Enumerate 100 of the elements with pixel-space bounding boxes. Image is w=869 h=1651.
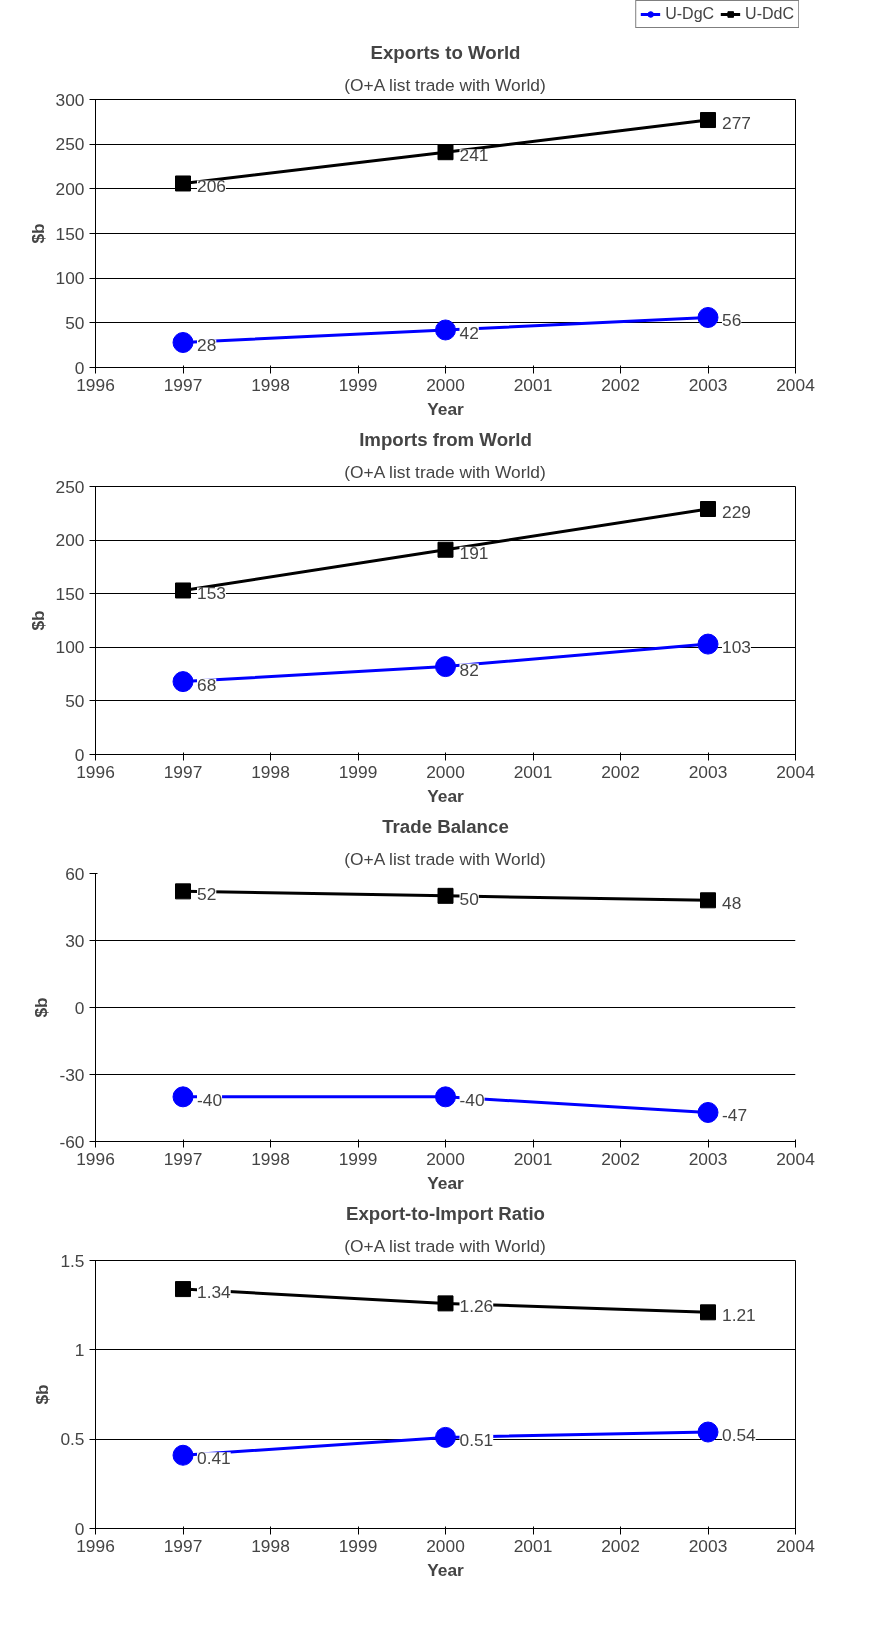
data-label: 1.21 [722, 1305, 756, 1326]
x-tick-label: 2003 [688, 1148, 728, 1169]
y-tick-label: 60 [65, 863, 85, 884]
data-label: 229 [722, 502, 751, 523]
x-tick-label: 1998 [251, 761, 290, 782]
data-label: -40 [459, 1089, 485, 1110]
y-tick-label: 30 [65, 930, 85, 951]
y-tick-label: -30 [59, 1064, 85, 1085]
x-tick-label: 1998 [251, 374, 290, 395]
x-tick-label: 1998 [251, 1535, 290, 1556]
data-label: 48 [722, 893, 742, 914]
y-tick-label: 1 [74, 1339, 85, 1360]
data-label: 52 [197, 884, 217, 905]
x-axis-title: Year [427, 1172, 465, 1193]
point [697, 306, 719, 328]
point [172, 671, 194, 693]
point [697, 1421, 719, 1443]
point [700, 501, 716, 518]
x-tick-label: 2000 [426, 1148, 465, 1169]
data-label: -40 [197, 1089, 223, 1110]
x-tick-label: 2000 [426, 761, 465, 782]
data-label: 42 [459, 322, 479, 343]
x-tick-label: 1997 [163, 1148, 203, 1169]
data-label: 50 [459, 888, 479, 909]
x-tick-label: 2001 [513, 761, 553, 782]
x-axis-title: Year [427, 398, 465, 419]
data-label: 191 [459, 542, 489, 563]
y-tick-label: 0.5 [60, 1429, 85, 1450]
data-label: 0.54 [722, 1425, 757, 1446]
y-tick-label: 200 [55, 530, 85, 551]
point [172, 332, 194, 353]
x-tick-label: 2004 [776, 1535, 816, 1556]
x-tick-label: 2004 [776, 374, 816, 395]
y-axis-title: $b [32, 1384, 53, 1405]
x-tick-label: 1997 [163, 761, 203, 782]
x-tick-label: 1997 [163, 374, 203, 395]
y-axis-title: $b [31, 997, 52, 1018]
x-axis-title: Year [427, 785, 465, 806]
data-label: 206 [197, 176, 226, 197]
y-tick-label: 200 [55, 178, 85, 199]
point [172, 1086, 194, 1108]
x-tick-label: 2000 [426, 374, 465, 395]
data-label: -47 [722, 1105, 748, 1126]
x-tick-label: 2001 [513, 374, 553, 395]
x-tick-label: 1997 [163, 1535, 203, 1556]
point [435, 319, 456, 341]
data-label: 82 [459, 659, 479, 680]
x-tick-label: 2003 [688, 761, 728, 782]
x-tick-label: 1999 [338, 1535, 378, 1556]
y-tick-label: 50 [65, 690, 85, 711]
data-label: 277 [722, 113, 751, 134]
legend-label: U-DgC [665, 5, 715, 23]
point [435, 1426, 456, 1448]
y-tick-label: 50 [65, 312, 85, 333]
y-axis-title: $b [27, 610, 48, 631]
chart-subtitle: (O+A list trade with World) [344, 461, 546, 482]
chart-title: Exports to World [370, 41, 521, 63]
y-tick-label: 100 [55, 637, 85, 658]
chart-title: Export-to-Import Ratio [346, 1202, 545, 1224]
point [700, 892, 716, 909]
data-label: 1.34 [197, 1282, 232, 1303]
point [697, 1101, 719, 1123]
data-label: 153 [197, 583, 226, 604]
x-tick-label: 2000 [426, 1535, 465, 1556]
x-tick-label: 1999 [338, 1148, 378, 1169]
data-label: 103 [722, 637, 751, 658]
point [437, 887, 454, 904]
point [175, 175, 191, 192]
point [437, 541, 454, 558]
chart-title: Trade Balance [382, 815, 509, 837]
point [172, 1444, 194, 1466]
x-tick-label: 2001 [513, 1148, 553, 1169]
x-tick-label: 2003 [688, 1535, 728, 1556]
point [437, 144, 454, 161]
y-tick-label: 1.5 [60, 1250, 85, 1271]
point [435, 656, 456, 678]
x-tick-label: 1999 [338, 761, 378, 782]
x-tick-label: 2004 [776, 761, 816, 782]
y-tick-label: 100 [55, 268, 85, 289]
x-tick-label: 1999 [338, 374, 378, 395]
x-axis-title: Year [427, 1559, 465, 1580]
data-label: 241 [459, 145, 489, 166]
point [435, 1086, 456, 1108]
data-label: 0.51 [459, 1430, 494, 1451]
x-tick-label: 2002 [601, 374, 640, 395]
y-axis-title: $b [27, 223, 48, 244]
x-tick-label: 2004 [776, 1148, 816, 1169]
data-label: 0.41 [197, 1448, 231, 1469]
y-tick-label: 150 [55, 223, 85, 244]
x-tick-label: 2002 [601, 761, 640, 782]
y-tick-label: 150 [55, 583, 85, 604]
chart-subtitle: (O+A list trade with World) [344, 848, 546, 869]
x-tick-label: 2003 [688, 374, 728, 395]
point [697, 633, 719, 655]
chart-subtitle: (O+A list trade with World) [344, 74, 546, 95]
point [175, 582, 191, 599]
x-tick-label: 2001 [513, 1535, 553, 1556]
x-tick-label: 1998 [251, 1148, 290, 1169]
data-label: 56 [722, 310, 742, 331]
point [700, 112, 716, 129]
